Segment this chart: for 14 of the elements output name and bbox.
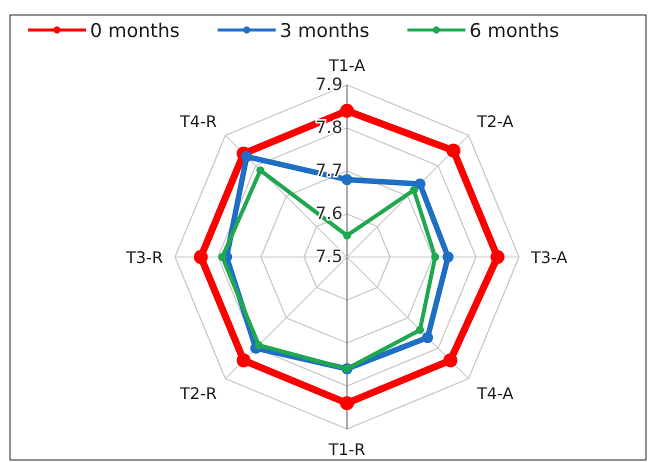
- y-tick-label: 7.5: [315, 247, 343, 267]
- spoke-label: T1-A: [328, 56, 366, 75]
- spoke-label: T2-R: [179, 384, 217, 403]
- spoke-label: T1-R: [328, 440, 366, 459]
- y-tick-label: 7.9: [315, 75, 343, 95]
- spoke-label: T3-A: [530, 248, 568, 267]
- legend-label: 6 months: [469, 20, 560, 42]
- spoke-label: T2-A: [476, 112, 514, 132]
- spoke-label: T4-R: [179, 112, 217, 132]
- spoke-label: T4-A: [476, 384, 514, 403]
- legend-label: 3 months: [280, 20, 370, 42]
- y-tick-label: 7.8: [315, 118, 343, 138]
- legend-label: 0 months: [90, 20, 180, 42]
- spoke-label: T3-R: [125, 248, 163, 267]
